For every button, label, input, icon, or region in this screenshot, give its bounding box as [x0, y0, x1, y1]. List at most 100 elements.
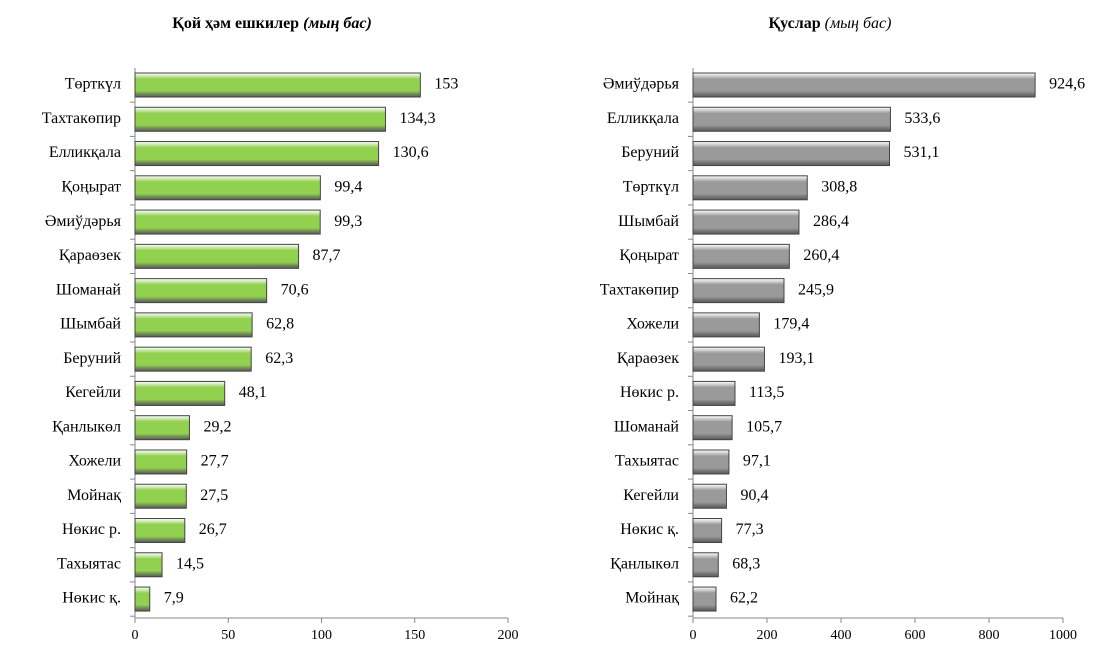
x-tick-label: 400: [831, 628, 852, 643]
data-label: 29,2: [203, 418, 231, 435]
y-tick-label: Нөкис р.: [62, 521, 121, 538]
data-label: 70,6: [281, 281, 309, 298]
x-tick-label: 200: [757, 628, 778, 643]
y-tick-label: Елликқала: [607, 110, 679, 127]
data-label: 62,3: [265, 350, 293, 367]
data-label: 62,8: [266, 316, 294, 333]
data-label: 533,6: [904, 110, 940, 127]
bar: [692, 209, 800, 235]
x-tick-label: 100: [311, 628, 332, 643]
data-label: 308,8: [821, 178, 857, 195]
bar: [134, 449, 188, 475]
y-tick-label: Мойнақ: [67, 487, 121, 504]
data-label: 14,5: [176, 555, 204, 572]
data-label: 27,7: [201, 453, 229, 470]
chart-title: Қуслар (мың бас): [769, 15, 892, 32]
y-tick-label: Беруний: [63, 350, 121, 367]
chart-title: Қой ҳәм ешкилер (мың бас): [172, 15, 372, 32]
y-tick-label: Кегейли: [65, 384, 121, 401]
bar: [692, 415, 733, 441]
bar: [692, 552, 719, 578]
data-label: 48,1: [239, 384, 267, 401]
data-label: 68,3: [732, 555, 760, 572]
y-tick-label: Беруний: [621, 144, 679, 161]
y-tick-label: Нөкис қ.: [620, 521, 679, 538]
bar: [692, 518, 723, 544]
y-tick-label: Қараөзек: [59, 247, 121, 264]
data-label: 193,1: [778, 350, 814, 367]
subtitle: (мың бас): [303, 15, 372, 32]
x-tick-label: 200: [498, 628, 519, 643]
y-tick-label: Елликқала: [49, 144, 121, 161]
bar: [134, 483, 187, 509]
bar: [134, 141, 380, 167]
data-label: 113,5: [749, 384, 784, 401]
bar: [134, 106, 386, 132]
bar: [134, 243, 300, 269]
data-label: 105,7: [746, 418, 782, 435]
data-label: 7,9: [164, 590, 184, 607]
y-tick-label: Кегейли: [623, 487, 679, 504]
title: Қуслар: [769, 15, 821, 32]
bar: [134, 552, 163, 578]
data-label: 286,4: [813, 213, 849, 230]
y-tick-label: Әмиўдәрья: [45, 213, 122, 230]
y-tick-label: Нөкис қ.: [62, 590, 121, 607]
data-label: 924,6: [1049, 76, 1085, 93]
y-tick-label: Қоңырат: [61, 178, 121, 195]
bar: [692, 449, 730, 475]
y-tick-label: Мойнақ: [625, 590, 679, 607]
bar: [692, 141, 891, 167]
data-label: 77,3: [736, 521, 764, 538]
data-label: 134,3: [399, 110, 435, 127]
bar: [692, 106, 891, 132]
bar: [692, 346, 765, 372]
y-tick-label: Хожели: [68, 453, 121, 470]
x-tick-label: 50: [221, 628, 235, 643]
y-tick-label: Тахтакөпир: [42, 110, 121, 127]
data-label: 26,7: [199, 521, 227, 538]
bar: [134, 380, 226, 406]
y-tick-label: Тахыятас: [615, 453, 679, 470]
y-tick-label: Нөкис р.: [620, 384, 679, 401]
y-tick-label: Тахтакөпир: [600, 281, 679, 298]
data-label: 87,7: [313, 247, 341, 264]
bar: [692, 586, 717, 612]
data-label: 90,4: [740, 487, 768, 504]
y-tick-label: Қанлыкөл: [610, 555, 679, 572]
title: Қой ҳәм ешкилер: [172, 15, 299, 32]
x-tick-label: 1000: [1049, 628, 1077, 643]
y-tick-label: Шымбай: [60, 316, 121, 333]
y-tick-label: Қоңырат: [619, 247, 679, 264]
y-tick-label: Әмиўдәрья: [603, 76, 680, 93]
bar: [692, 243, 790, 269]
bar: [692, 278, 785, 304]
bar: [692, 380, 736, 406]
data-label: 62,2: [730, 590, 758, 607]
y-tick-label: Төрткүл: [623, 178, 679, 195]
x-tick-label: 800: [979, 628, 1000, 643]
bar: [134, 175, 321, 201]
data-label: 27,5: [200, 487, 228, 504]
bar: [134, 209, 321, 235]
y-tick-label: Шоманай: [56, 281, 122, 298]
x-tick-label: 600: [905, 628, 926, 643]
x-tick-label: 150: [404, 628, 425, 643]
y-tick-label: Қараөзек: [617, 350, 679, 367]
data-label: 97,1: [743, 453, 771, 470]
bar: [134, 415, 190, 441]
x-tick-label: 0: [690, 628, 697, 643]
bar: [134, 586, 151, 612]
data-label: 260,4: [803, 247, 839, 264]
y-tick-label: Шымбай: [618, 213, 679, 230]
data-label: 153: [434, 76, 458, 93]
y-tick-label: Тахыятас: [57, 555, 121, 572]
bar: [692, 72, 1036, 98]
bar: [692, 483, 727, 509]
data-label: 130,6: [393, 144, 429, 161]
bar: [134, 278, 268, 304]
bar: [692, 175, 808, 201]
bar: [692, 312, 760, 338]
bar: [134, 312, 253, 338]
